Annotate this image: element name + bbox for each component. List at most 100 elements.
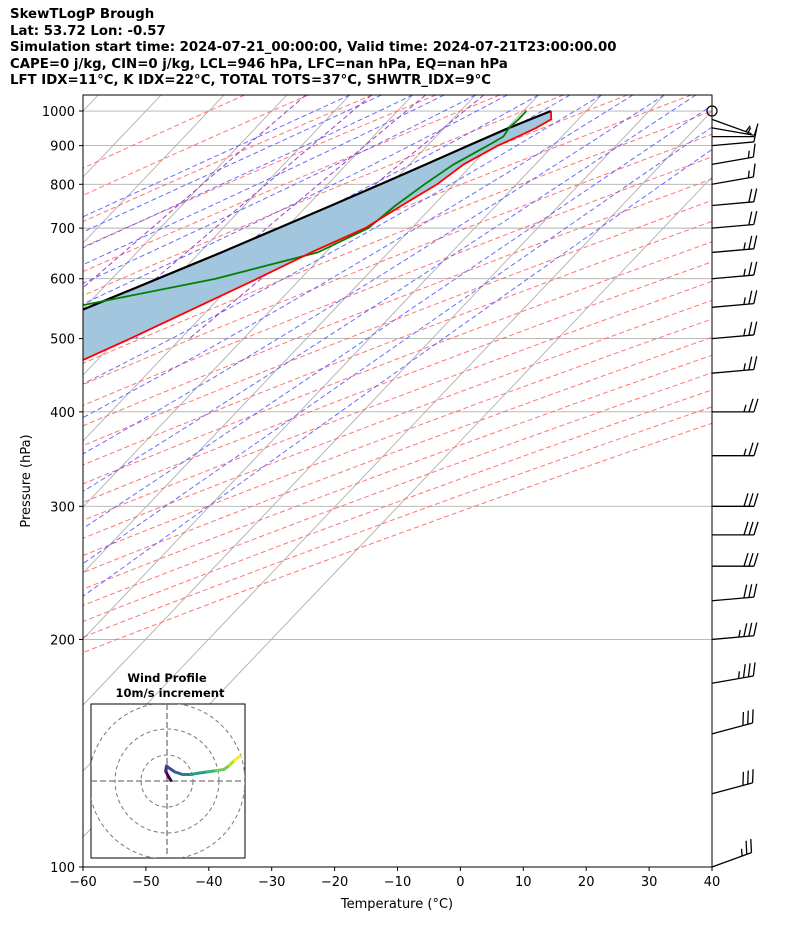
barb-flag	[748, 290, 753, 305]
y-tick-label: 1000	[42, 105, 75, 120]
mixing-ratio-line	[83, 95, 307, 289]
barb-flag	[753, 188, 758, 202]
wind-barb	[711, 188, 758, 207]
barb-staff	[711, 675, 754, 684]
y-tick-label: 900	[50, 140, 75, 155]
dry-adiabat-line	[83, 354, 712, 590]
barb-flag	[748, 622, 753, 637]
wind-barb	[712, 552, 759, 567]
index-line: LFT IDX=11°C, K IDX=22°C, TOTAL TOTS=37°…	[10, 73, 492, 89]
y-tick-label: 500	[50, 333, 75, 348]
barb-flag	[753, 261, 758, 276]
wind-barb	[711, 709, 754, 735]
chart-header: SkewTLogP Brough Lat: 53.72 Lon: -0.57 S…	[10, 7, 790, 90]
barb-flag	[753, 211, 758, 225]
dry-adiabat-line	[83, 372, 712, 606]
dry-adiabat-line	[83, 133, 712, 386]
barb-flag	[753, 442, 759, 456]
barb-half-flag	[743, 363, 746, 371]
barb-flag	[747, 663, 751, 677]
barb-staff	[711, 127, 754, 136]
wind-barb	[711, 118, 752, 135]
wind-barb	[711, 769, 754, 795]
barb-flag	[748, 211, 753, 226]
x-tick-label: −40	[195, 875, 222, 890]
moist-adiabat-line	[83, 126, 712, 565]
wind-barb	[711, 211, 758, 229]
location-line: Lat: 53.72 Lon: -0.57	[10, 23, 166, 39]
barb-flag	[753, 622, 758, 636]
y-axis-label: Pressure (hPa)	[19, 434, 34, 527]
wind-barb	[711, 163, 756, 185]
dry-adiabat-line	[83, 178, 712, 427]
moist-adiabat-line	[83, 95, 382, 233]
barb-flag	[748, 584, 753, 598]
y-tick-label: 800	[50, 178, 75, 193]
barb-half-flag	[743, 328, 746, 336]
stability-line: CAPE=0 j/kg, CIN=0 j/kg, LCL=946 hPa, LF…	[10, 56, 508, 72]
barb-flag	[753, 521, 759, 536]
moist-adiabat-line	[83, 95, 571, 355]
chart-title: SkewTLogP Brough	[10, 7, 155, 22]
barb-flag	[748, 262, 753, 276]
barb-flag	[748, 521, 754, 536]
dry-adiabat-line	[83, 336, 712, 574]
barb-flag	[742, 664, 746, 678]
barb-flag	[753, 128, 758, 143]
barb-staff	[711, 635, 754, 641]
barb-staff	[711, 156, 754, 166]
isotherm-line	[83, 95, 539, 574]
barb-flag	[743, 623, 748, 637]
dry-adiabat-line	[83, 95, 564, 297]
time-line: Simulation start time: 2024-07-21_00:00:…	[10, 40, 617, 56]
wind-barb	[711, 662, 756, 684]
barb-half-flag	[743, 297, 746, 305]
barb-staff	[711, 141, 754, 147]
y-tick-label: 700	[50, 222, 75, 237]
barb-flag	[748, 552, 754, 567]
wind-barb	[711, 128, 758, 147]
dry-adiabat-line	[83, 156, 712, 407]
isotherm-line	[83, 95, 288, 310]
wind-barb	[712, 398, 759, 413]
wind-barb	[711, 839, 753, 868]
barb-staff	[711, 201, 754, 207]
barb-flag	[752, 143, 756, 158]
barb-staff	[711, 782, 753, 795]
barb-half-flag	[743, 242, 746, 250]
barb-staff	[711, 368, 754, 374]
y-tick-label: 600	[50, 273, 75, 288]
moist-adiabat-line	[83, 95, 445, 266]
barb-flag	[743, 493, 749, 507]
isotherm-line	[83, 95, 99, 112]
hodograph-trace-segment	[233, 754, 242, 762]
wind-barbs	[706, 105, 759, 868]
dewpoint-profile-line	[83, 110, 528, 307]
dry-adiabat-line	[83, 95, 500, 273]
barb-staff	[711, 596, 754, 602]
x-tick-label: 0	[456, 875, 464, 890]
barb-flag	[748, 398, 754, 413]
barb-staff	[711, 722, 753, 735]
barb-half-flag	[737, 671, 740, 679]
hodograph-inset: Wind Profile 10m/s increment	[90, 671, 246, 859]
barb-flag	[748, 442, 754, 456]
barb-staff	[711, 118, 752, 135]
x-tick-label: −50	[132, 875, 159, 890]
barb-flag	[753, 493, 759, 507]
barb-staff	[711, 852, 752, 868]
wind-barb	[711, 321, 758, 340]
barb-flag	[748, 356, 753, 371]
y-tick-label: 100	[50, 861, 75, 876]
hodograph-trace-segment	[196, 770, 209, 775]
barb-half-flag	[746, 127, 752, 135]
x-axis-label: Temperature (°C)	[340, 897, 453, 912]
barb-flag	[750, 839, 753, 853]
x-tick-label: −20	[321, 875, 348, 890]
barb-flag	[753, 583, 758, 598]
wind-barb	[712, 521, 759, 536]
barb-half-flag	[743, 448, 747, 456]
barb-flag	[748, 188, 753, 203]
hodograph-trace-segment	[205, 769, 218, 774]
moist-adiabat-line	[83, 148, 712, 597]
